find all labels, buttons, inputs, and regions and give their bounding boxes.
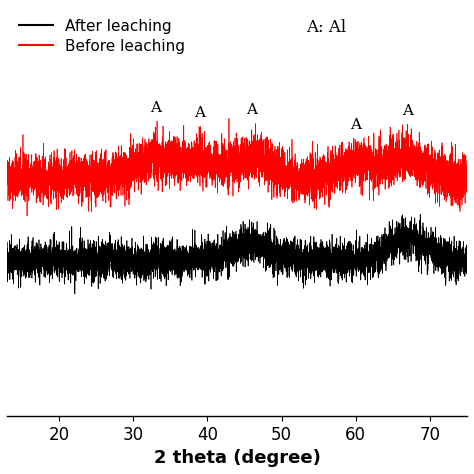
Text: A: A <box>402 104 413 118</box>
Text: A: Al: A: Al <box>306 19 346 36</box>
Legend: After leaching, Before leaching: After leaching, Before leaching <box>15 15 190 58</box>
Text: A: A <box>350 118 361 132</box>
X-axis label: 2 theta (degree): 2 theta (degree) <box>154 449 320 467</box>
Text: A: A <box>150 101 161 115</box>
Text: A: A <box>246 103 257 118</box>
Text: A: A <box>194 107 205 120</box>
